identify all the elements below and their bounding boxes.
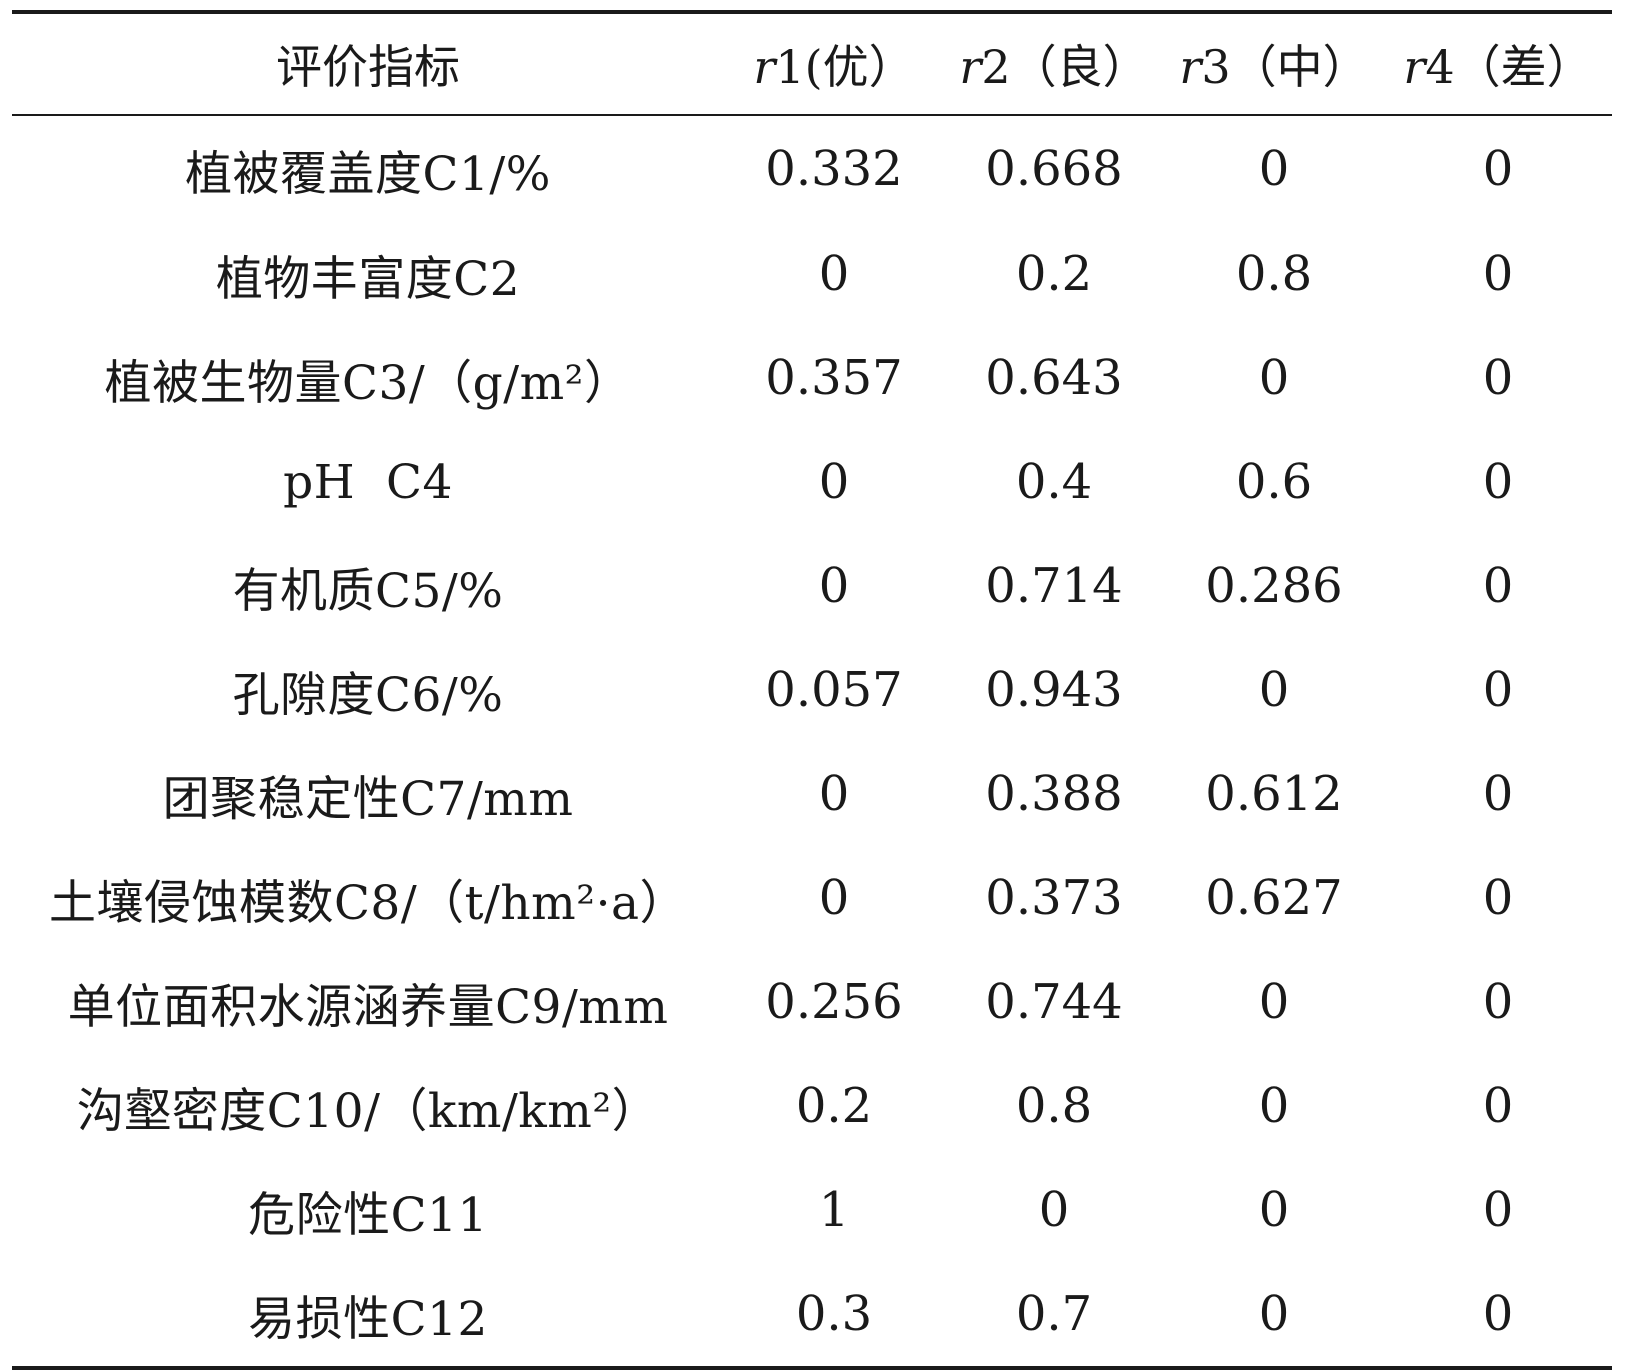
table-row: 团聚稳定性C7/mm 0 0.388 0.612 0 <box>12 742 1612 846</box>
cell-r4: 0 <box>1482 766 1514 822</box>
cell-r1: 0.3 <box>795 1286 873 1342</box>
cell-r1: 1 <box>818 1182 850 1238</box>
row-indicator-name: 孔隙度C6/% <box>232 667 504 723</box>
cell-r2: 0 <box>1038 1182 1070 1238</box>
cell-r1: 0.332 <box>765 141 903 197</box>
cell-r2: 0.668 <box>985 141 1123 197</box>
cell-r1: 0 <box>818 870 850 926</box>
cell-r4: 0 <box>1482 350 1514 406</box>
cell-r1: 0.057 <box>765 662 903 718</box>
table-row: 植被生物量C3/（g/m²） 0.357 0.643 0 0 <box>12 326 1612 430</box>
cell-r1: 0 <box>818 558 850 614</box>
table-row: 孔隙度C6/% 0.057 0.943 0 0 <box>12 638 1612 742</box>
table-row: 易损性C12 0.3 0.7 0 0 <box>12 1262 1612 1366</box>
cell-r3: 0.627 <box>1205 870 1343 926</box>
cell-r3: 0 <box>1258 1078 1290 1134</box>
top-rule <box>12 10 1612 14</box>
cell-r4: 0 <box>1482 1182 1514 1238</box>
table-row: 土壤侵蚀模数C8/（t/hm²·a） 0 0.373 0.627 0 <box>12 846 1612 950</box>
cell-r3: 0 <box>1258 1182 1290 1238</box>
cell-r2: 0.373 <box>985 870 1123 926</box>
row-indicator-name: 植物丰富度C2 <box>215 251 521 307</box>
cell-r2: 0.2 <box>1015 246 1093 302</box>
cell-r4: 0 <box>1482 141 1514 197</box>
cell-r4: 0 <box>1482 454 1514 510</box>
row-indicator-name: 团聚稳定性C7/mm <box>162 771 574 827</box>
header-row: 评价指标 r1(优） r2（良） r3（中） r4（差） <box>12 14 1612 114</box>
evaluation-table: 评价指标 r1(优） r2（良） r3（中） r4（差） 植被覆盖度C1/% 0… <box>12 10 1612 1370</box>
bottom-rule <box>12 1366 1612 1370</box>
cell-r3: 0 <box>1258 974 1290 1030</box>
table-row: pH C4 0 0.4 0.6 0 <box>12 430 1612 534</box>
table-row: 植物丰富度C2 0 0.2 0.8 0 <box>12 222 1612 326</box>
cell-r4: 0 <box>1482 558 1514 614</box>
table-row: 单位面积水源涵养量C9/mm 0.256 0.744 0 0 <box>12 950 1612 1054</box>
table-row: 危险性C11 1 0 0 0 <box>12 1158 1612 1262</box>
cell-r4: 0 <box>1482 1286 1514 1342</box>
header-indicator: 评价指标 <box>276 40 460 94</box>
cell-r2: 0.643 <box>985 350 1123 406</box>
row-indicator-name: 土壤侵蚀模数C8/（t/hm²·a） <box>48 875 688 931</box>
cell-r3: 0.8 <box>1235 246 1313 302</box>
cell-r2: 0.4 <box>1015 454 1093 510</box>
header-r3: r3（中） <box>1179 40 1369 94</box>
header-r2: r2（良） <box>959 40 1149 94</box>
cell-r3: 0.6 <box>1235 454 1313 510</box>
cell-r4: 0 <box>1482 974 1514 1030</box>
row-indicator-name: 易损性C12 <box>248 1291 488 1347</box>
cell-r4: 0 <box>1482 246 1514 302</box>
membership-table: 评价指标 r1(优） r2（良） r3（中） r4（差） <box>12 14 1612 114</box>
cell-r3: 0.286 <box>1205 558 1343 614</box>
cell-r1: 0 <box>818 454 850 510</box>
cell-r1: 0.256 <box>765 974 903 1030</box>
membership-table-body: 植被覆盖度C1/% 0.332 0.668 0 0 植物丰富度C2 0 0.2 … <box>12 116 1612 1366</box>
cell-r3: 0 <box>1258 1286 1290 1342</box>
table-row: 有机质C5/% 0 0.714 0.286 0 <box>12 534 1612 638</box>
cell-r1: 0.2 <box>795 1078 873 1134</box>
cell-r4: 0 <box>1482 870 1514 926</box>
header-rule <box>12 114 1612 116</box>
cell-r3: 0 <box>1258 350 1290 406</box>
cell-r2: 0.744 <box>985 974 1123 1030</box>
row-indicator-name: 沟壑密度C10/（km/km²） <box>76 1083 660 1139</box>
cell-r3: 0 <box>1258 662 1290 718</box>
cell-r2: 0.8 <box>1015 1078 1093 1134</box>
cell-r3: 0.612 <box>1205 766 1343 822</box>
table-row: 植被覆盖度C1/% 0.332 0.668 0 0 <box>12 116 1612 222</box>
header-r4: r4（差） <box>1403 40 1593 94</box>
cell-r2: 0.943 <box>985 662 1123 718</box>
row-indicator-name: 植被覆盖度C1/% <box>185 146 551 202</box>
row-indicator-name: 有机质C5/% <box>232 563 504 619</box>
cell-r1: 0.357 <box>765 350 903 406</box>
row-indicator-name: 单位面积水源涵养量C9/mm <box>67 979 669 1035</box>
row-indicator-name: pH C4 <box>283 454 453 510</box>
cell-r2: 0.388 <box>985 766 1123 822</box>
row-indicator-name: 植被生物量C3/（g/m²） <box>104 355 632 411</box>
table-row: 沟壑密度C10/（km/km²） 0.2 0.8 0 0 <box>12 1054 1612 1158</box>
cell-r2: 0.714 <box>985 558 1123 614</box>
cell-r4: 0 <box>1482 1078 1514 1134</box>
cell-r1: 0 <box>818 766 850 822</box>
cell-r4: 0 <box>1482 662 1514 718</box>
row-indicator-name: 危险性C11 <box>248 1187 488 1243</box>
cell-r1: 0 <box>818 246 850 302</box>
header-r1: r1(优） <box>753 40 915 94</box>
cell-r3: 0 <box>1258 141 1290 197</box>
cell-r2: 0.7 <box>1015 1286 1093 1342</box>
